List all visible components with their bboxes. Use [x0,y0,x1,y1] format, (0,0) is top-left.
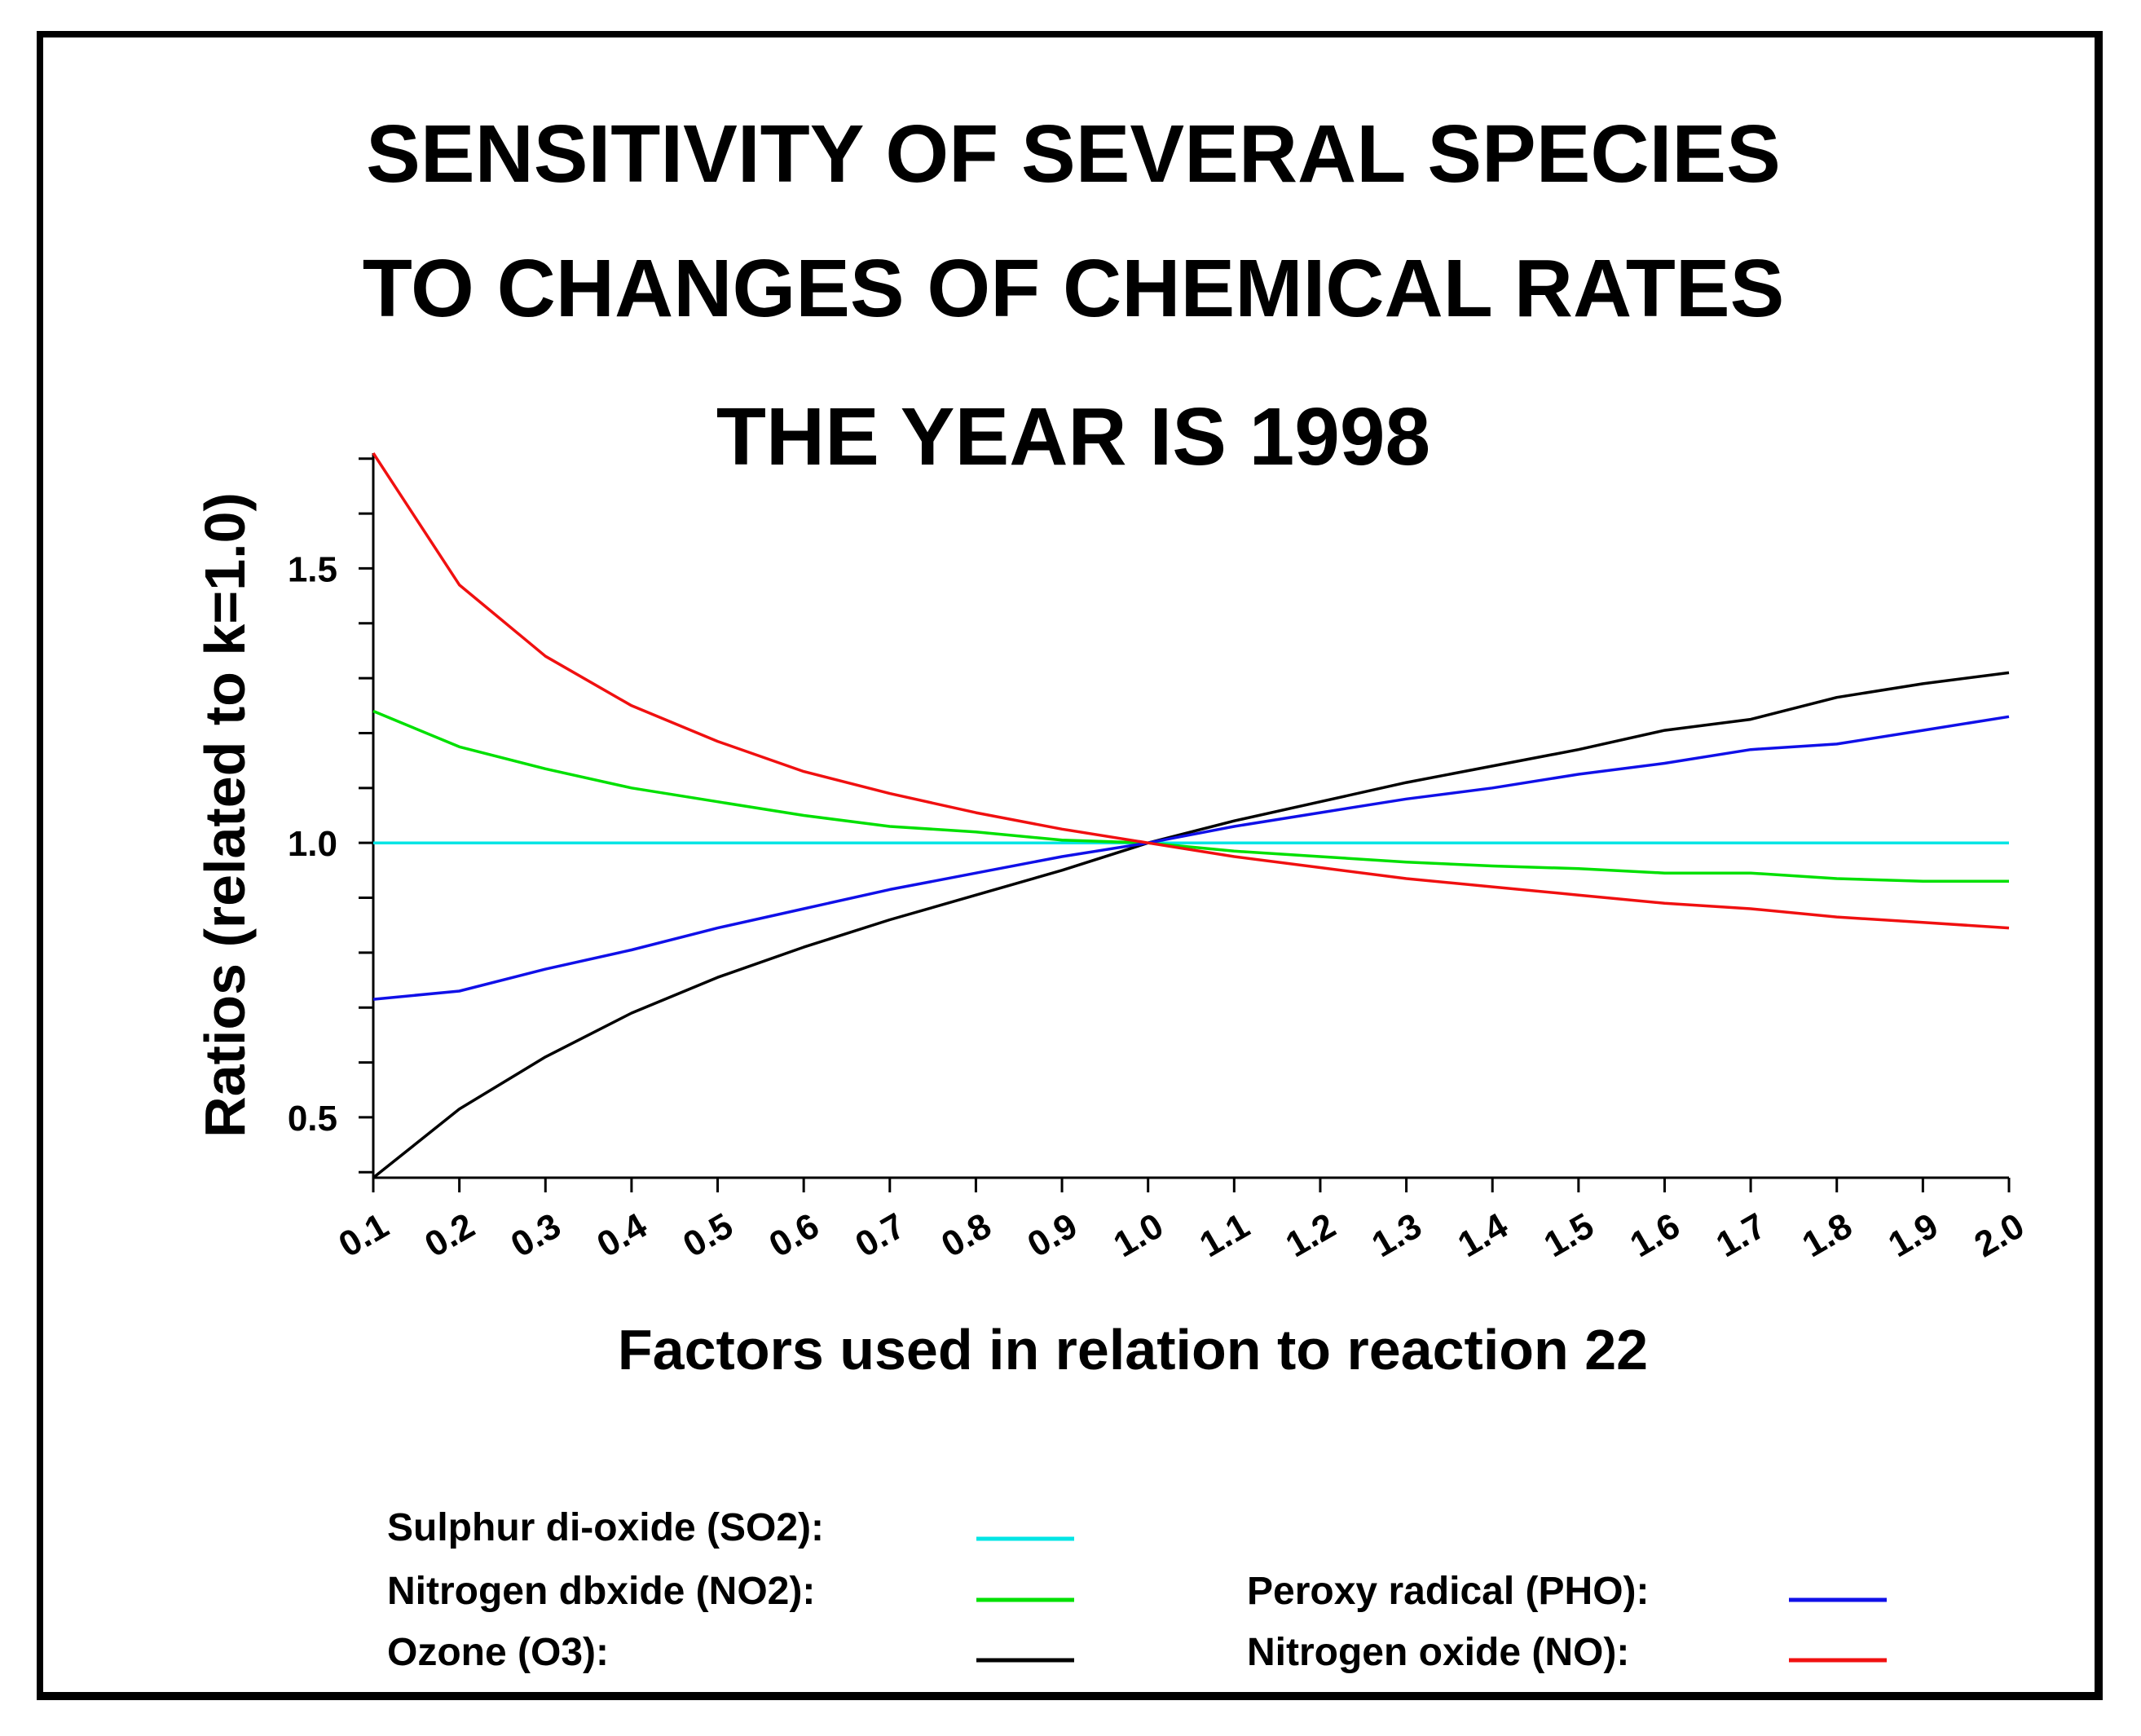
y-tick-label: 1.0 [288,824,337,864]
x-tick-label: 0.1 [333,1205,395,1265]
y-tick-label: 0.5 [288,1099,337,1139]
legend-label-no: Nitrogen oxide (NO): [1247,1631,1629,1674]
title-line-3: THE YEAR IS 1998 [716,391,1430,482]
x-tick-label: 0.7 [848,1205,911,1265]
axes [359,453,2011,1192]
legend-label-pho: Peroxy radical (PHO): [1247,1570,1650,1613]
x-tick-label: 1.6 [1623,1205,1686,1265]
x-tick-label: 0.8 [935,1205,998,1265]
title-line-1: SENSITIVITY OF SEVERAL SPECIES [366,108,1781,200]
y-tick-labels: 0.5 1.0 1.5 [288,549,337,1138]
x-tick-label: 0.5 [676,1205,739,1265]
legend-label-o3: Ozone (O3): [387,1631,609,1674]
x-tick-labels: 0.1 0.2 0.3 0.4 0.5 0.6 0.7 0.8 0.9 1.0 1.1 1.2 1.3 1… [333,1205,2031,1265]
series-line-no2 [372,709,2009,883]
x-tick-label: 0.6 [763,1205,826,1265]
x-tick-label: 1.9 [1882,1205,1945,1265]
x-tick-label: 0.4 [590,1205,654,1265]
series-line-pho [372,715,2010,1001]
x-tick-label: 1.3 [1365,1205,1428,1265]
x-tick-label: 1.7 [1710,1205,1773,1265]
x-tick-label: 1.1 [1193,1205,1256,1265]
y-axis-title: Ratios (related to k=1.0) [193,492,257,1138]
x-axis-title: Factors used in relation to reaction 22 [618,1318,1648,1381]
title-line-2: TO CHANGES OF CHEMICAL RATES [363,243,1785,334]
chart-title: SENSITIVITY OF SEVERAL SPECIES TO CHANGE… [363,108,1785,482]
legend-label-so2: Sulphur di-oxide (SO2): [387,1506,824,1549]
x-tick-label: 0.9 [1021,1205,1084,1265]
x-tick-label: 1.2 [1279,1205,1341,1265]
x-tick-label: 1.0 [1107,1205,1170,1265]
x-tick-label: 0.2 [418,1205,481,1265]
legend-label-no2: Nitrogen dbxide (NO2): [387,1570,815,1613]
x-tick-label: 0.3 [504,1205,567,1265]
x-tick-label: 2.0 [1968,1205,2031,1265]
series-layer [372,452,2010,1179]
legend: Sulphur di-oxide (SO2): Nitrogen dbxide … [387,1506,1887,1674]
series-line-no [372,452,2010,930]
series-line-o3 [372,671,2010,1179]
x-tick-label: 1.5 [1537,1205,1600,1265]
x-tick-label: 1.4 [1452,1205,1515,1265]
x-tick-label: 1.8 [1795,1205,1858,1265]
chart-frame [37,31,2103,1700]
y-tick-label: 1.5 [288,549,337,589]
